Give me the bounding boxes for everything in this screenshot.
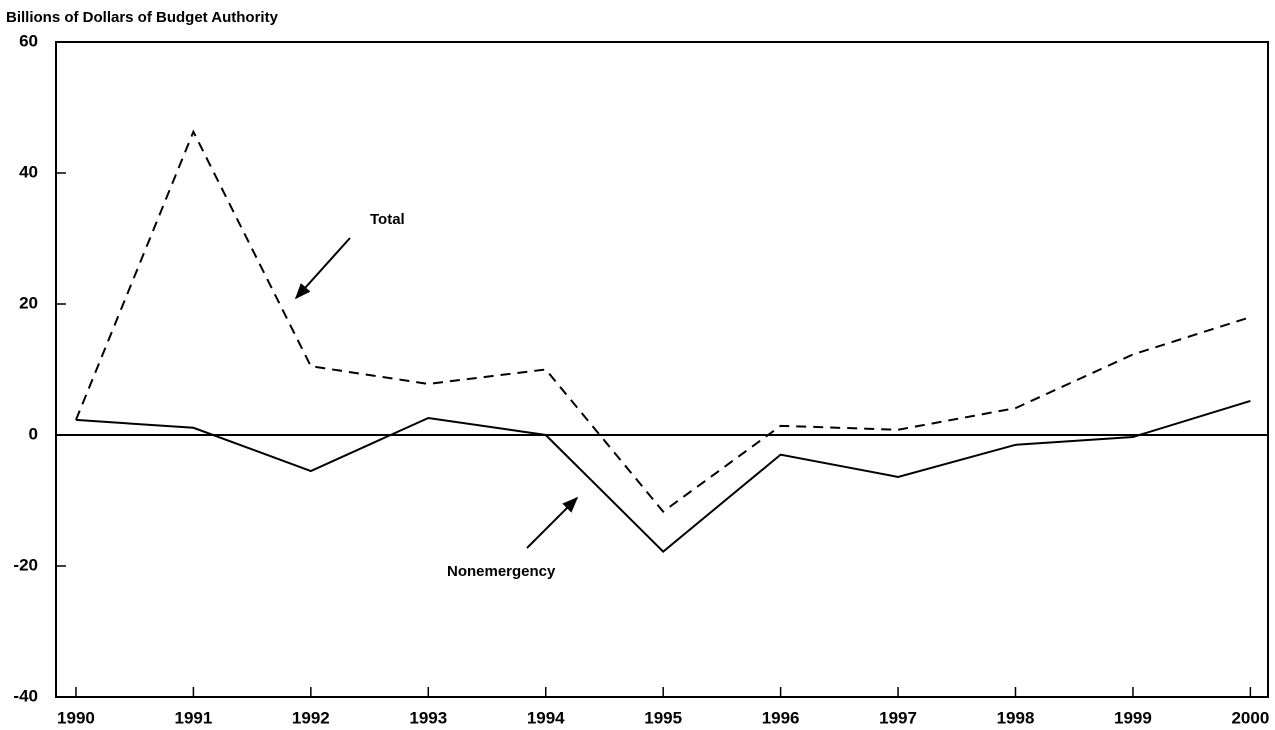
x-tick-label: 1998 <box>997 708 1035 727</box>
y-tick-label: 60 <box>19 31 38 50</box>
y-tick-label: 40 <box>19 162 38 181</box>
annotation-nonemergency: Nonemergency <box>447 563 556 580</box>
series-line <box>75 399 1251 553</box>
series-line <box>75 129 1251 513</box>
x-tick-label: 1993 <box>409 708 447 727</box>
x-tick-label: 2000 <box>1231 708 1269 727</box>
y-tick-label: -20 <box>13 555 38 574</box>
x-tick-label: 1996 <box>762 708 800 727</box>
y-axis-label: Billions of Dollars of Budget Authority <box>6 9 279 26</box>
annotation-arrow <box>526 496 579 549</box>
y-tick-label: -40 <box>13 686 38 705</box>
annotation-arrow <box>294 237 351 300</box>
x-tick-label: 1992 <box>292 708 330 727</box>
x-tick-label: 1999 <box>1114 708 1152 727</box>
y-tick-label: 20 <box>19 293 38 312</box>
y-tick-label: 0 <box>29 424 38 443</box>
x-tick-label: 1997 <box>879 708 917 727</box>
x-tick-label: 1994 <box>527 708 565 727</box>
x-tick-label: 1991 <box>174 708 212 727</box>
plot-frame <box>55 41 1269 698</box>
x-tick-label: 1990 <box>57 708 95 727</box>
annotation-total: Total <box>370 211 405 228</box>
x-tick-label: 1995 <box>644 708 682 727</box>
